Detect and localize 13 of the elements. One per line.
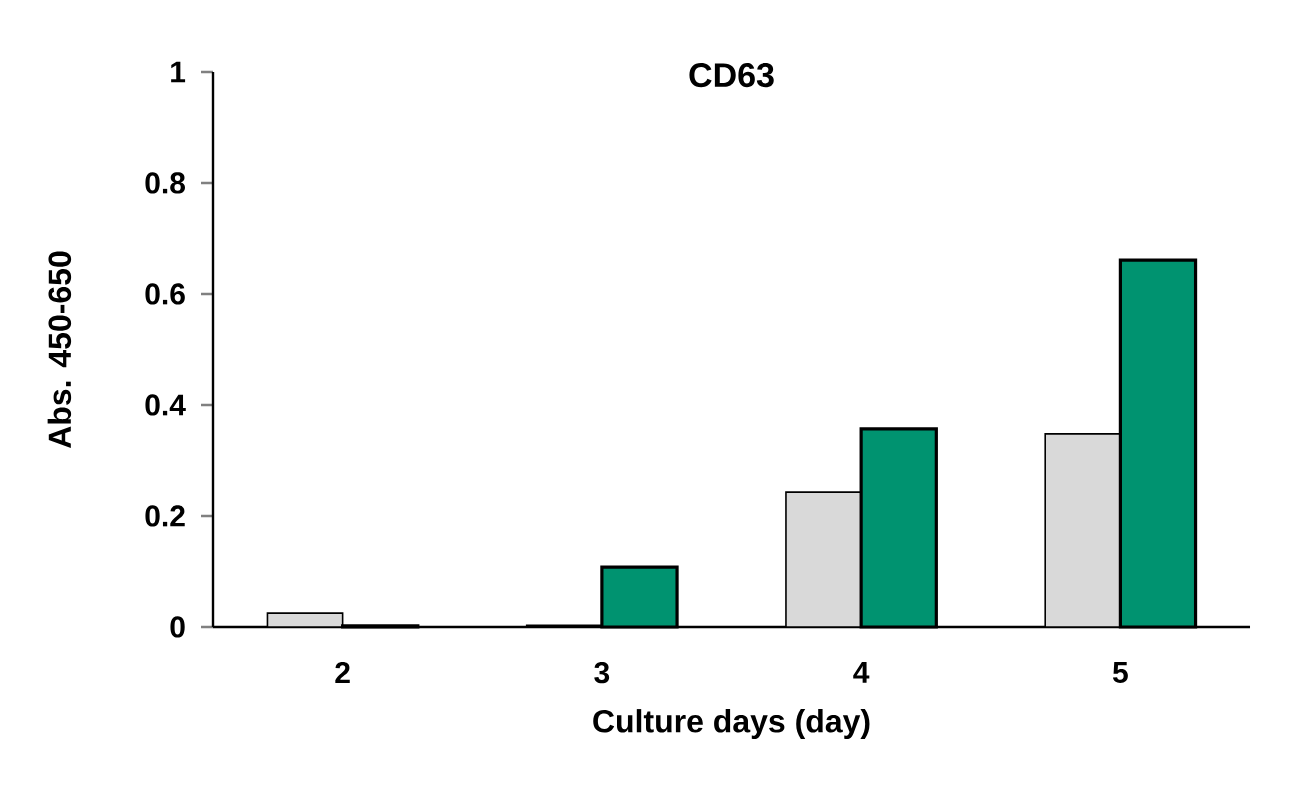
x-tick-label: 5 <box>1112 662 1128 683</box>
y-tick-label: 1 <box>171 61 186 83</box>
x-tick-label: 3 <box>594 662 610 684</box>
y-tick-label: 0.8 <box>145 172 185 194</box>
chart-title: CD63 <box>689 63 774 88</box>
x-axis-title: Culture days (day) <box>593 709 870 739</box>
y-tick-label: 0.6 <box>145 283 185 305</box>
y-tick-label: 0.4 <box>145 394 186 416</box>
y-tick-label: 0.2 <box>145 505 185 527</box>
x-tick-label: 2 <box>335 662 350 684</box>
x-tick-label: 4 <box>853 662 870 683</box>
y-axis-title: Abs. 450-650 <box>47 251 72 449</box>
y-tick-label: 0 <box>170 616 185 638</box>
